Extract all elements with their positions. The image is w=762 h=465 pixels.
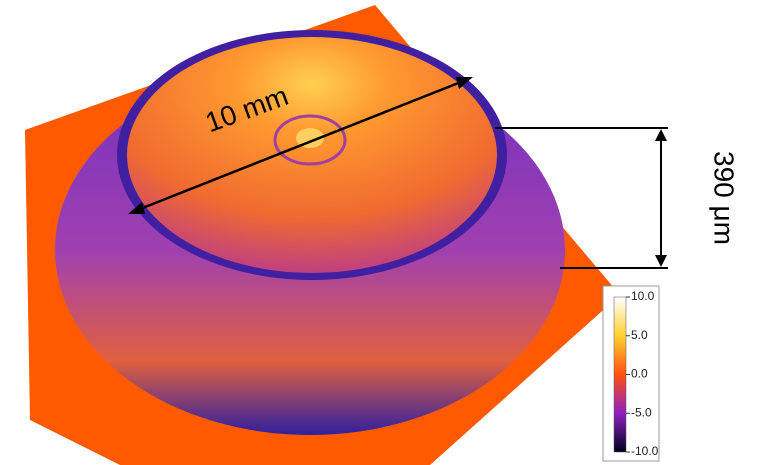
dome-top [127, 37, 497, 273]
colorbar-tick-label: 0.0 [631, 367, 648, 381]
colorbar-tick-label: 10.0 [631, 289, 655, 303]
colorbar-tick-label: 5.0 [631, 328, 648, 342]
colorbar-tick-label: -10.0 [631, 444, 659, 458]
colorbar [614, 297, 626, 452]
figure: 10 mm 390 μm 10.05.00.0-5.0-10.0 [0, 0, 762, 465]
height-label: 390 μm [709, 151, 740, 245]
colorbar-tick-label: -5.0 [631, 405, 652, 419]
